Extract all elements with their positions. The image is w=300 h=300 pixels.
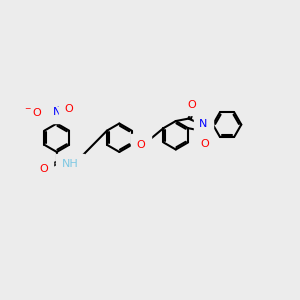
Text: O: O: [200, 140, 209, 149]
Text: O: O: [65, 103, 74, 113]
Text: O: O: [39, 164, 48, 174]
Text: N: N: [52, 107, 61, 118]
Text: NH: NH: [61, 159, 78, 169]
Text: $^-$O: $^-$O: [23, 106, 44, 119]
Text: O: O: [188, 100, 196, 110]
Text: N: N: [199, 119, 208, 129]
Text: O: O: [136, 140, 146, 150]
Text: $^+$: $^+$: [56, 103, 63, 112]
